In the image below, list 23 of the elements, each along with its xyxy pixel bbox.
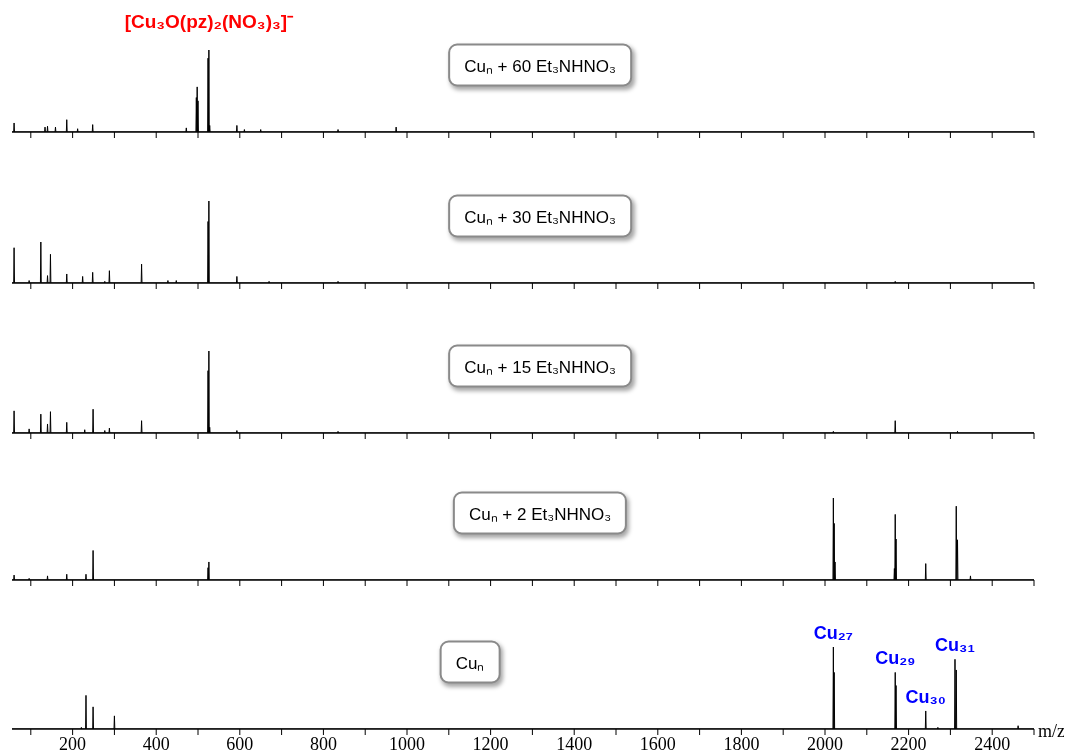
x-tick-label: 400 xyxy=(142,733,170,754)
x-tick-label: 600 xyxy=(226,733,254,754)
chart-title: Cuₙ xyxy=(439,640,501,684)
x-tick-label: 1400 xyxy=(556,733,593,754)
x-tick-label: 800 xyxy=(309,733,337,754)
x-tick-label: 1600 xyxy=(639,733,676,754)
annotation: [Cu₃O(pz)₂(NO₃)₃]⁻ xyxy=(124,11,295,32)
x-tick-label: 2200 xyxy=(890,733,927,754)
chart-title: Cuₙ + 15 Et₃NHNO₃ xyxy=(448,344,632,388)
x-tick-label: 1000 xyxy=(389,733,426,754)
x-tick-label: 200 xyxy=(59,733,87,754)
annotation: Cu₂₉ xyxy=(875,648,916,669)
x-tick-label: 1800 xyxy=(723,733,760,754)
x-tick-label: 1200 xyxy=(472,733,509,754)
chart-title: Cuₙ + 2 Et₃NHNO₃ xyxy=(452,491,628,535)
annotation: Cu₃₀ xyxy=(905,686,946,707)
x-tick-label: 2000 xyxy=(807,733,843,754)
x-tick-label: 2400 xyxy=(974,733,1011,754)
annotation: Cu₃₁ xyxy=(935,635,975,656)
x-axis-title: m/z xyxy=(1038,721,1065,742)
chart-title: Cuₙ + 30 Et₃NHNO₃ xyxy=(448,194,632,238)
chart-title: Cuₙ + 60 Et₃NHNO₃ xyxy=(448,43,632,87)
annotation: Cu₂₇ xyxy=(813,623,853,643)
